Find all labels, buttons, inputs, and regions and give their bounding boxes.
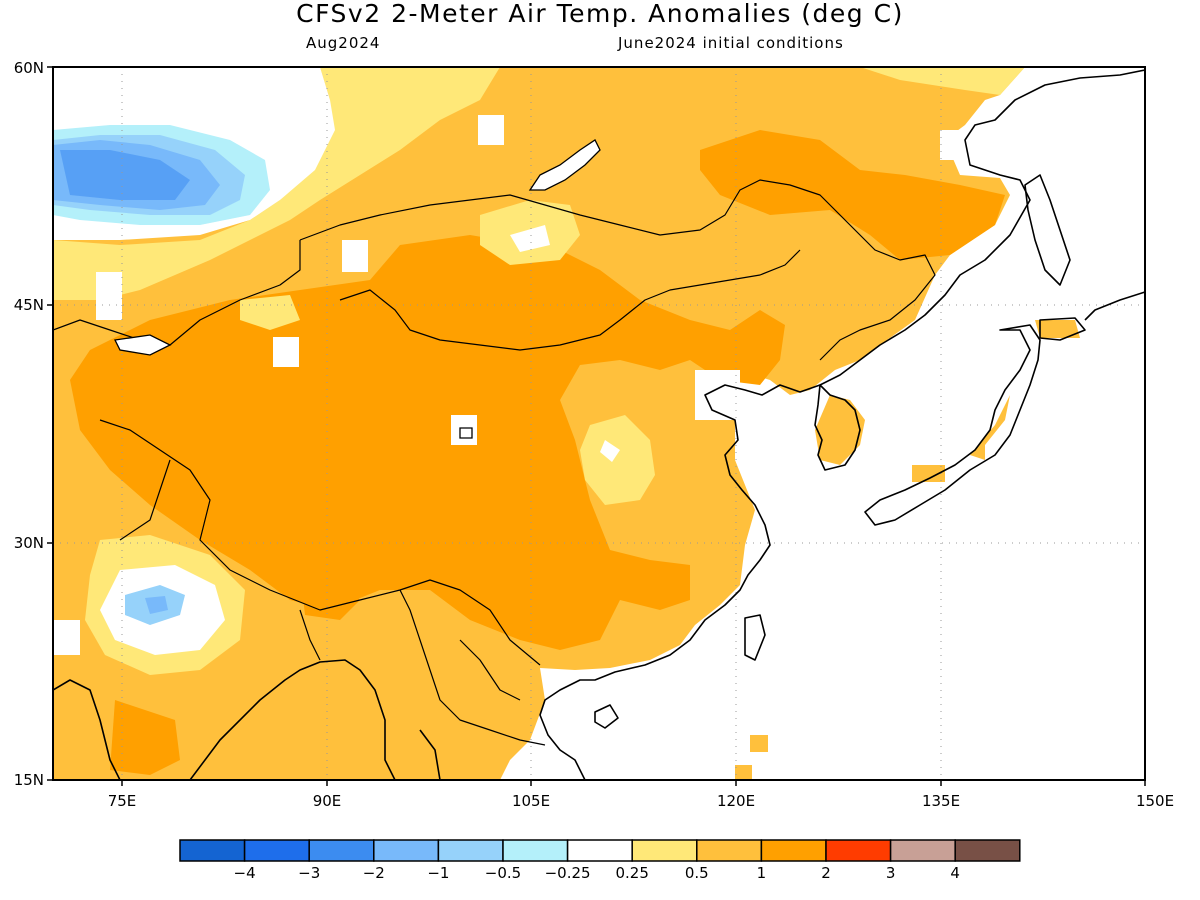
anomaly-1-2-northeast xyxy=(700,130,1005,260)
colorbar-label: −0.5 xyxy=(484,864,522,882)
colorbar-swatch-1 xyxy=(243,839,310,862)
colorbar-swatch-6 xyxy=(566,839,633,862)
colorbar-swatch-11 xyxy=(889,839,956,862)
colorbar-swatch-8 xyxy=(696,839,763,862)
initial-conditions-label: June2024 initial conditions xyxy=(618,34,844,52)
colorbar-label: 3 xyxy=(885,864,896,882)
colorbar-label: 4 xyxy=(950,864,960,882)
anomaly-0.25-0.5-kazakh-lake xyxy=(240,295,300,330)
lon-label-150e: 150E xyxy=(1135,792,1175,810)
colorbar-swatch-3 xyxy=(373,839,440,862)
lon-label-105e: 105E xyxy=(511,792,551,810)
colorbar-swatch-4 xyxy=(437,839,504,862)
colorbar-label: 2 xyxy=(821,864,831,882)
anomaly-neg-pakistan-core xyxy=(145,596,168,614)
coastlines xyxy=(53,69,1145,780)
lakes xyxy=(114,139,601,439)
anomaly-neg-2-3 xyxy=(60,150,190,200)
japan-anomaly-patch-2 xyxy=(1035,320,1080,338)
graticule xyxy=(53,67,1145,780)
japan-anomaly-patch-3 xyxy=(912,465,945,482)
lat-label-15n: 15N xyxy=(13,771,44,789)
colorbar-swatch-5 xyxy=(502,839,569,862)
colorbar-swatch-7 xyxy=(631,839,698,862)
lat-label-45n: 45N xyxy=(13,296,44,314)
country-borders xyxy=(53,179,936,746)
map-frame xyxy=(52,66,1146,781)
colorbar-label: −2 xyxy=(362,864,385,882)
korea-anomaly-patch xyxy=(815,395,865,465)
colorbar-label: −4 xyxy=(233,864,256,882)
anomaly-0.25-0.5-west-siberia xyxy=(53,67,500,300)
taiwan-anomaly-patch xyxy=(750,735,768,752)
anomaly-1-2-central-asia xyxy=(70,235,785,650)
anomaly-0.25-0.5-arctic-north xyxy=(860,67,1025,95)
colorbar-label: −0.25 xyxy=(544,864,591,882)
hainan-anomaly-patch xyxy=(735,765,752,780)
colorbar-label: 1 xyxy=(756,864,767,882)
lon-label-120e: 120E xyxy=(716,792,756,810)
lon-label-135e: 135E xyxy=(921,792,961,810)
lon-label-75e: 75E xyxy=(107,792,137,810)
colorbar-swatch-9 xyxy=(760,839,827,862)
colorbar-label: −1 xyxy=(427,864,450,882)
lat-label-30n: 30N xyxy=(13,534,44,552)
colorbar-label: −3 xyxy=(298,864,321,882)
anomaly-0.25-0.5-china-central xyxy=(580,415,655,505)
colorbar-swatch-0 xyxy=(179,839,246,862)
colorbar-label: 0.25 xyxy=(615,864,649,882)
colorbar-swatch-10 xyxy=(825,839,892,862)
colorbar-swatch-12 xyxy=(954,839,1021,862)
colorbar-swatch-2 xyxy=(308,839,375,862)
colorbar-label: 0.5 xyxy=(684,864,709,882)
anomaly-1-2-india xyxy=(110,700,180,775)
lat-label-60n: 60N xyxy=(13,59,44,77)
axis-ticks xyxy=(47,66,1146,786)
chart-title: CFSv2 2-Meter Air Temp. Anomalies (deg C… xyxy=(296,0,904,28)
lon-label-90e: 90E xyxy=(312,792,342,810)
anomaly-near-zero-china xyxy=(600,440,620,462)
anomaly-near-zero-mongolia xyxy=(510,225,550,252)
masked-cells xyxy=(53,115,980,655)
valid-month-label: Aug2024 xyxy=(306,34,381,52)
